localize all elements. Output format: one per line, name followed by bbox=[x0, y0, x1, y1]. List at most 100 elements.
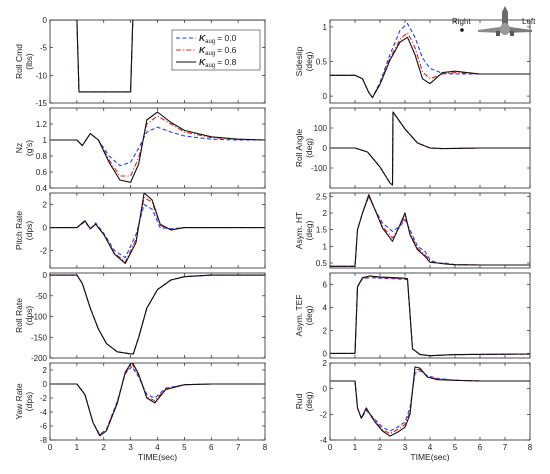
legend-value-2: = 0.8 bbox=[217, 57, 236, 67]
series-group bbox=[50, 363, 265, 437]
series-group bbox=[330, 111, 530, 186]
series-line-0 bbox=[50, 365, 265, 435]
y-tick-label: -15 bbox=[35, 99, 47, 108]
y-tick-label: -2 bbox=[40, 247, 48, 256]
y-axis-label-line: (deg) bbox=[304, 220, 314, 240]
axis-box bbox=[329, 192, 531, 269]
y-tick-label: -8 bbox=[40, 436, 48, 445]
legend-entry-0: Kaug = 0.0 bbox=[176, 33, 237, 45]
y-tick-label: 2 bbox=[323, 209, 328, 218]
panel-nz: 0.4 0.6 0.8 1 1.2 Nz(g's) bbox=[14, 107, 266, 193]
axis-box bbox=[329, 272, 531, 359]
y-axis-label-line: (lbs) bbox=[24, 53, 34, 70]
series-line-1 bbox=[330, 368, 530, 435]
axis-box bbox=[329, 362, 531, 441]
series-line-2 bbox=[330, 366, 530, 437]
legend-entry-1: Kaug = 0.6 bbox=[176, 45, 237, 57]
y-axis-label-line: Rud bbox=[294, 393, 304, 409]
y-tick-label: 0 bbox=[43, 271, 48, 280]
y-axis-label: Roll Rate(dps) bbox=[14, 298, 34, 333]
x-axis-label: TIME(sec) bbox=[410, 452, 449, 462]
y-tick-label: -100 bbox=[311, 164, 328, 173]
series-line-0 bbox=[330, 277, 530, 357]
legend-entry-2: Kaug = 0.8 bbox=[176, 57, 237, 69]
x-tick-label: 1 bbox=[75, 443, 80, 452]
y-axis-label: Asym. TEF(deg) bbox=[294, 295, 314, 337]
y-tick-label: 2 bbox=[43, 366, 48, 375]
y-tick-label: -5 bbox=[40, 44, 48, 53]
y-tick-label: 0 bbox=[43, 16, 48, 25]
series-group bbox=[330, 194, 530, 267]
y-axis-label: Asym. HT(deg) bbox=[294, 212, 314, 249]
y-tick-label: 0 bbox=[323, 144, 328, 153]
series-group bbox=[330, 275, 530, 357]
x-tick-label: 2 bbox=[102, 443, 107, 452]
y-axis-label: Nz(g's) bbox=[14, 140, 34, 156]
y-tick-label: 1 bbox=[323, 23, 328, 32]
series-group bbox=[50, 20, 265, 93]
chart-legend: Kaug = 0.0 Kaug = 0.6 Kaug = 0.8 bbox=[171, 29, 261, 71]
series-line-0 bbox=[50, 126, 265, 167]
y-axis-label-line: Nz bbox=[14, 143, 24, 153]
y-axis-label-line: (g's) bbox=[24, 140, 34, 156]
y-tick-label: 2 bbox=[43, 201, 48, 210]
y-tick-label: -10 bbox=[35, 71, 47, 80]
y-axis-label: Pitch Rate(dps) bbox=[14, 211, 34, 250]
legend-key-1: K bbox=[199, 45, 206, 55]
panel-asym-ht: 0.5 1 1.5 2 2.5 Asym. HT(deg) bbox=[294, 192, 531, 269]
axis-box bbox=[49, 272, 266, 359]
series-line-2 bbox=[330, 194, 530, 267]
y-axis-label-line: (dps) bbox=[24, 392, 34, 412]
legend-sub-2: aug bbox=[205, 63, 215, 69]
x-tick-label: 8 bbox=[528, 443, 533, 452]
series-line-2 bbox=[330, 36, 530, 99]
series-group bbox=[330, 366, 530, 437]
series-line-2 bbox=[50, 193, 265, 264]
series-group bbox=[50, 111, 265, 183]
series-line-1 bbox=[50, 274, 265, 355]
panel-roll-rate: 0 -50 -100 -150 -200 Roll Rate(dps) bbox=[14, 271, 266, 363]
y-axis-label-line: Roll Angle bbox=[294, 129, 304, 168]
y-tick-label: 0.6 bbox=[36, 168, 48, 177]
series-line-1 bbox=[330, 275, 530, 357]
legend-box bbox=[171, 29, 261, 71]
inset-left-label: Left bbox=[522, 17, 536, 26]
y-axis-label-line: (deg) bbox=[304, 391, 314, 411]
y-tick-label: 0.5 bbox=[316, 58, 328, 67]
svg-text:Kaug= 0.8: Kaug = 0.8 bbox=[199, 57, 237, 69]
y-tick-label: 6 bbox=[323, 280, 328, 289]
y-axis-label-line: (dps) bbox=[24, 221, 34, 241]
y-tick-label: 100 bbox=[314, 124, 328, 133]
y-axis-label-line: Pitch Rate bbox=[14, 211, 24, 250]
y-tick-label: 2 bbox=[323, 326, 328, 335]
series-line-1 bbox=[330, 31, 530, 99]
legend-value-1: = 0.6 bbox=[217, 45, 236, 55]
y-tick-label: 0 bbox=[323, 349, 328, 358]
legend-key-2: K bbox=[199, 57, 206, 67]
series-line-2 bbox=[50, 363, 265, 437]
svg-text:Kaug= 0.0: Kaug = 0.0 bbox=[199, 33, 237, 45]
x-tick-label: 3 bbox=[403, 443, 408, 452]
x-tick-label: 4 bbox=[428, 443, 433, 452]
y-tick-label: 0 bbox=[323, 385, 328, 394]
series-line-0 bbox=[50, 274, 265, 355]
y-tick-label: 0 bbox=[323, 92, 328, 101]
series-line-0 bbox=[330, 370, 530, 432]
series-line-2 bbox=[330, 111, 530, 186]
y-axis-label-line: Asym. HT bbox=[294, 212, 304, 249]
y-axis-label: Rud(deg) bbox=[294, 391, 314, 411]
x-tick-label: 5 bbox=[182, 443, 187, 452]
x-tick-label: 6 bbox=[209, 443, 214, 452]
y-tick-label: 1.5 bbox=[316, 226, 328, 235]
y-tick-label: -4 bbox=[40, 408, 48, 417]
x-tick-label: 1 bbox=[353, 443, 358, 452]
inset-right-label: Right bbox=[452, 17, 471, 26]
y-axis-label-line: Sideslip bbox=[294, 46, 304, 76]
y-tick-label: -6 bbox=[40, 422, 48, 431]
series-line-2 bbox=[50, 274, 265, 355]
y-axis-label: Yaw Rate(dps) bbox=[14, 383, 34, 419]
y-tick-label: 1.2 bbox=[36, 120, 48, 129]
series-line-2 bbox=[330, 275, 530, 357]
